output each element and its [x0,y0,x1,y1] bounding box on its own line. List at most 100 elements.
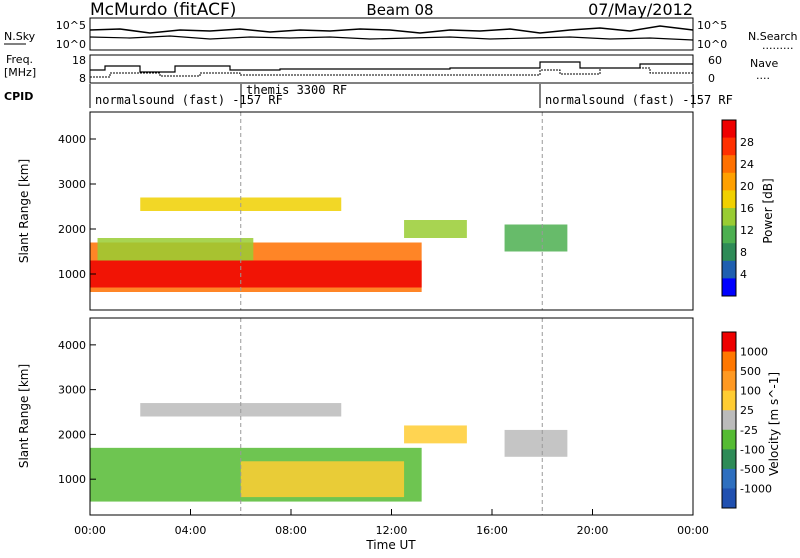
velocity-ylabel: Slant Range [km] [17,364,31,468]
velocity-y-axis: 1000 2000 3000 4000 [58,339,96,486]
nsearch-tick-bottom: 10^0 [697,38,727,51]
velocity-region-4 [504,429,568,457]
nsearch-tick-top: 10^5 [697,19,727,32]
power-ytick-label-2000: 2000 [58,223,86,236]
power-panel: 1000 2000 3000 4000 Slant Range [km] [17,111,694,311]
power-region-5 [504,224,568,252]
noise-panel-frame [89,17,694,51]
velocity-colorbar-swatch-4 [722,410,736,431]
cpid-strip: CPID normalsound (fast) -157 RF themis 3… [4,83,733,108]
velocity-plot-area [90,318,568,515]
velocity-ytick-label-3000: 3000 [58,384,86,397]
x-tick-label-1: 04:00 [175,524,207,537]
power-ytick-label-3000: 3000 [58,178,86,191]
velocity-colorbar-frame [721,331,737,509]
cpid-segment-3: normalsound (fast) -157 RF [545,93,733,107]
velocity-colorbar-tick-6: -500 [740,463,765,476]
velocity-region-1 [240,461,405,498]
power-colorbar-swatch-6 [722,225,736,244]
velocity-colorbar-swatch-3 [722,390,736,411]
cpid-label: CPID [4,90,33,103]
nave-tick-top: 60 [708,54,722,67]
power-ytick-label-4000: 4000 [58,133,86,146]
freq-tick-top: 18 [72,54,86,67]
velocity-ytick-label-4000: 4000 [58,339,86,352]
power-colorbar-swatch-1 [722,137,736,156]
velocity-colorbar-swatch-7 [722,468,736,489]
freq-label-bottom: [MHz] [4,66,36,79]
power-region-1 [90,260,422,288]
power-colorbar-frame [721,119,737,297]
freq-trace [90,61,693,73]
power-colorbar-tick-2: 20 [740,180,754,193]
power-colorbar-swatch-9 [722,278,736,297]
velocity-ytick-label-1000: 1000 [58,473,86,486]
power-colorbar-label: Power [dB] [761,178,775,243]
x-tick-label-4: 16:00 [476,524,508,537]
power-ylabel: Slant Range [km] [17,159,31,263]
freq-label-top: Freq. [6,53,33,66]
x-tick-label-5: 20:00 [577,524,609,537]
power-colorbar-tick-0: 28 [740,136,754,149]
power-colorbar-swatch-0 [722,120,736,139]
nsky-tick-bottom: 10^0 [56,38,86,51]
noise-panel: N.Sky 10^5 10^0 N.Search ......... 10^5 … [4,17,798,52]
nave-dots: .... [756,69,770,82]
power-colorbar-swatch-4 [722,190,736,209]
nsearch-dots: ......... [762,39,793,52]
power-region-4 [404,220,467,238]
noise-search-trace [89,35,694,41]
power-colorbar-tick-5: 8 [740,246,747,259]
power-colorbar-swatch-5 [722,208,736,227]
velocity-colorbar-tick-1: 500 [740,365,761,378]
power-ytick-label-1000: 1000 [58,268,86,281]
power-colorbar-swatch-3 [722,172,736,191]
power-colorbar-tick-1: 24 [740,158,754,171]
x-tick-label-0: 00:00 [74,524,106,537]
x-axis: 00:00 04:00 08:00 12:00 16:00 20:00 00:00 [74,509,709,537]
x-tick-label-6: 00:00 [677,524,709,537]
power-plot-area [90,112,568,310]
power-colorbar-tick-4: 12 [740,224,754,237]
beam-label: Beam 08 [366,1,433,19]
nave-tick-bottom: 0 [708,72,715,85]
velocity-colorbar-tick-5: -100 [740,443,765,456]
cpid-segment-2: themis 3300 RF [246,83,347,97]
velocity-colorbar-swatch-8 [722,488,736,509]
x-axis-label: Time UT [365,538,416,552]
nave-label: Nave [750,57,778,70]
power-colorbar-tick-3: 16 [740,202,754,215]
velocity-colorbar-swatch-1 [722,351,736,372]
velocity-colorbar-label: Velocity [m s^-1] [767,372,781,476]
x-tick-label-2: 08:00 [275,524,307,537]
power-colorbar-swatch-2 [722,155,736,174]
nave-trace [90,67,693,78]
freq-panel-frame [89,54,694,84]
freq-tick-bottom: 8 [79,72,86,85]
x-tick-label-3: 12:00 [376,524,408,537]
station-title: McMurdo (fitACF) [90,0,236,20]
date-label: 07/May/2012 [588,0,693,19]
noise-sky-trace [89,25,694,34]
velocity-colorbar-swatch-0 [722,332,736,353]
velocity-colorbar-tick-3: 25 [740,404,754,417]
power-region-2 [97,238,254,261]
velocity-colorbar-swatch-5 [722,429,736,450]
nsky-tick-top: 10^5 [56,19,86,32]
velocity-colorbar-tick-2: 100 [740,385,761,398]
nsearch-label: N.Search [748,30,798,43]
velocity-colorbar-swatch-6 [722,449,736,470]
cpid-segment-1: normalsound (fast) -157 RF [95,93,283,107]
power-colorbar-swatch-8 [722,260,736,279]
velocity-colorbar-tick-7: -1000 [740,482,772,495]
power-y-axis: 1000 2000 3000 4000 [58,133,96,281]
velocity-colorbar-tick-0: 1000 [740,346,768,359]
velocity-ytick-label-2000: 2000 [58,428,86,441]
power-colorbar-tick-6: 4 [740,268,747,281]
power-colorbar-swatch-7 [722,243,736,262]
power-colorbar: 28 24 20 16 12 8 4 [721,119,754,297]
freq-panel: Freq. [MHz] 18 8 Nave .... 60 0 [4,53,778,85]
velocity-panel: 1000 2000 3000 4000 Slant Range [km] [17,317,694,516]
velocity-colorbar-swatch-2 [722,371,736,392]
